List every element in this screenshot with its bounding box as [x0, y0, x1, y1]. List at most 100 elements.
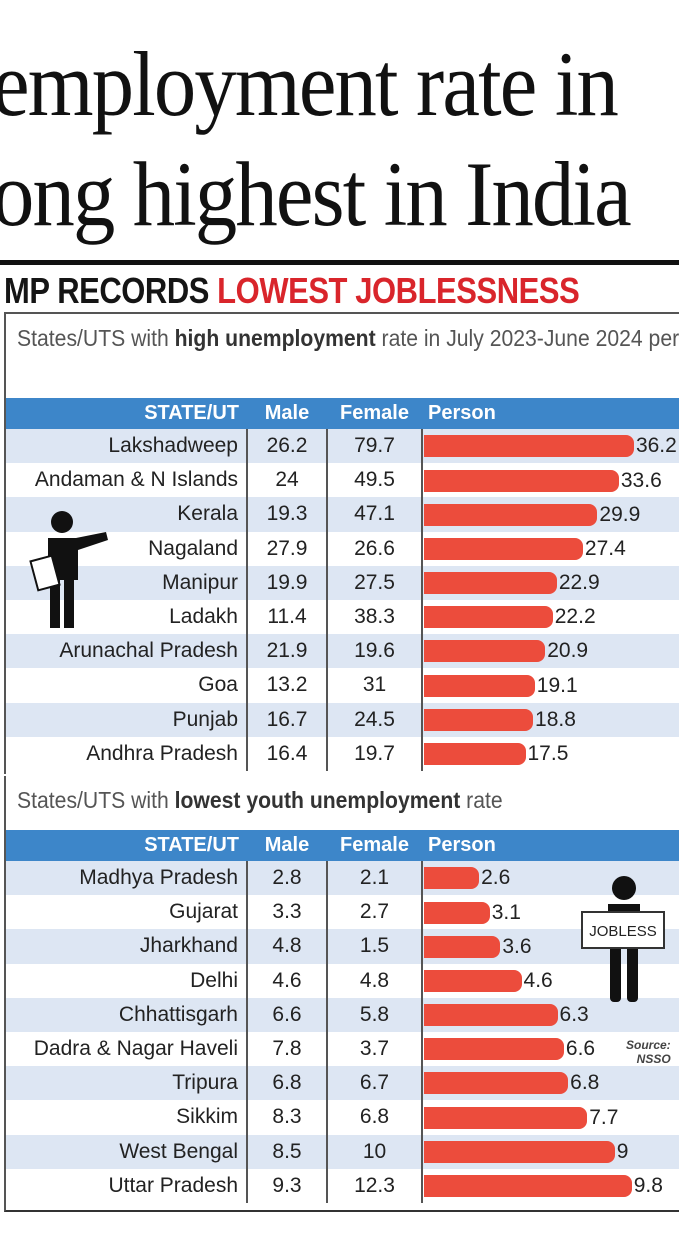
person-bar	[424, 935, 501, 958]
headline-line-1: employment rate in	[0, 33, 619, 135]
person-bar	[424, 503, 598, 526]
male-cell: 3.3	[246, 895, 327, 930]
table-row: Sikkim 8.3 6.8 7.7	[6, 1100, 679, 1135]
state-cell: Delhi	[190, 968, 238, 992]
male-cell: 8.5	[246, 1134, 327, 1169]
table-row: Manipur 19.9 27.5 22.9	[6, 565, 679, 600]
person-bar	[424, 1140, 615, 1163]
state-cell: Andhra Pradesh	[86, 741, 238, 765]
person-bar	[424, 469, 619, 492]
bar-label: 17.5	[527, 742, 569, 765]
female-cell: 12.3	[326, 1168, 422, 1203]
person-cell: 19.1	[421, 668, 679, 703]
male-cell: 2.8	[246, 861, 327, 896]
bar-label: 7.7	[589, 1105, 619, 1129]
male-cell: 4.8	[246, 929, 327, 964]
person-cell: 20.9	[421, 634, 679, 669]
headline-line-2: ong highest in India	[0, 143, 632, 245]
person-bar	[424, 1106, 588, 1129]
person-bar	[424, 606, 553, 629]
person-bar	[424, 674, 535, 697]
state-cell: Kerala	[6, 497, 247, 532]
female-cell: 24.5	[326, 702, 422, 737]
female-cell: 47.1	[326, 497, 422, 532]
person-bar	[424, 867, 480, 890]
male-cell: 9.3	[246, 1168, 327, 1203]
bar-label: 6.8	[570, 1071, 600, 1095]
state-cell: Nagaland	[148, 536, 238, 560]
male-cell: 19.3	[246, 497, 327, 532]
female-cell: 6.7	[326, 1066, 422, 1101]
male-cell: 21.9	[246, 634, 327, 669]
state-cell: Arunachal Pradesh	[6, 634, 247, 669]
panel-title-part: States/UTS with	[17, 325, 175, 351]
column-header: STATE/UT	[6, 830, 247, 861]
female-cell: 2.1	[326, 861, 422, 896]
table-row: Jharkhand 4.8 1.5 3.6	[6, 929, 679, 964]
header-row: STATE/UT Male Female Person	[6, 398, 679, 429]
table-row: Punjab 16.7 24.5 18.8	[6, 702, 679, 737]
table-row: Delhi 4.6 4.8 4.6	[6, 963, 679, 998]
person-bar	[424, 969, 522, 992]
male-cell: 27.9	[246, 531, 327, 566]
female-cell: 1.5	[326, 929, 422, 964]
state-cell: Gujarat	[169, 900, 238, 924]
bar-label: 6.6	[565, 1037, 596, 1061]
panel-title-bold: lowest youth unemployment	[174, 787, 461, 813]
high-unemployment-table: STATE/UT Male Female Person Lakshadweep 26.2 7…	[6, 398, 679, 771]
person-bar	[424, 1175, 632, 1197]
person-bar	[424, 1004, 558, 1027]
column-header: Male	[247, 830, 327, 861]
female-cell: 79.7	[326, 429, 422, 464]
person-bar	[424, 743, 526, 765]
low-unemployment-table: STATE/UT Male Female Person Madhya Pradesh 2.…	[6, 830, 679, 1203]
male-cell: 19.9	[246, 565, 327, 600]
person-cell: 6.8	[421, 1066, 679, 1101]
panel-title-part: States/UTS with	[17, 787, 175, 813]
bar-label: 9	[616, 1139, 629, 1163]
table-row: Lakshadweep 26.2 79.7 36.2	[6, 429, 679, 464]
person-cell: 27.4	[421, 531, 679, 566]
person-cell: 2.6	[421, 861, 679, 896]
table-row: Madhya Pradesh 2.8 2.1 2.6	[6, 861, 679, 896]
female-cell: 38.3	[326, 599, 422, 635]
panel-title-bold: high unemployment	[174, 325, 376, 351]
state-cell: Tripura	[6, 1066, 247, 1101]
person-cell: 18.8	[421, 702, 679, 737]
male-cell: 8.3	[246, 1100, 327, 1135]
table-row: Andaman & N Islands 24 49.5 33.6	[6, 463, 679, 498]
jobless-man-icon: JOBLESS	[581, 876, 665, 1002]
table-row: Gujarat 3.3 2.7 3.1	[6, 895, 679, 930]
female-cell: 4.8	[326, 963, 422, 998]
column-header: STATE/UT	[6, 398, 247, 429]
table-row: Arunachal Pradesh 21.9 19.6 20.9	[6, 634, 679, 669]
column-header: Person	[422, 398, 679, 429]
male-cell: 6.8	[246, 1066, 327, 1101]
panel-title: States/UTS with high unemployment rate i…	[6, 314, 679, 353]
table-row: Chhattisgarh 6.6 5.8 6.3	[6, 997, 679, 1032]
high-unemployment-panel: States/UTS with high unemployment rate i…	[4, 312, 679, 774]
person-cell: 6.6	[421, 1031, 679, 1067]
male-cell: 6.6	[246, 997, 327, 1032]
state-cell: Goa	[198, 673, 238, 697]
pointing-man-icon	[29, 511, 108, 628]
bar-label: 36.2	[635, 434, 677, 458]
bar-label: 33.6	[620, 468, 662, 492]
bar-label: 3.6	[502, 934, 532, 958]
person-cell: 29.9	[421, 497, 679, 532]
column-header: Female	[327, 830, 422, 861]
person-bar	[424, 435, 634, 458]
table-row: Ladakh 11.4 38.3 22.2	[6, 599, 679, 635]
state-cell: Sikkim	[176, 1105, 238, 1129]
male-cell: 24	[246, 463, 327, 498]
person-cell: 4.6	[421, 963, 679, 998]
person-bar	[424, 640, 546, 663]
female-cell: 3.7	[326, 1031, 422, 1067]
female-cell: 49.5	[326, 463, 422, 498]
person-bar	[424, 572, 557, 595]
person-cell: 36.2	[421, 429, 679, 464]
male-cell: 16.4	[246, 736, 327, 771]
male-cell: 11.4	[246, 599, 327, 635]
bar-label: 20.9	[547, 639, 589, 663]
person-bar	[424, 1072, 569, 1095]
